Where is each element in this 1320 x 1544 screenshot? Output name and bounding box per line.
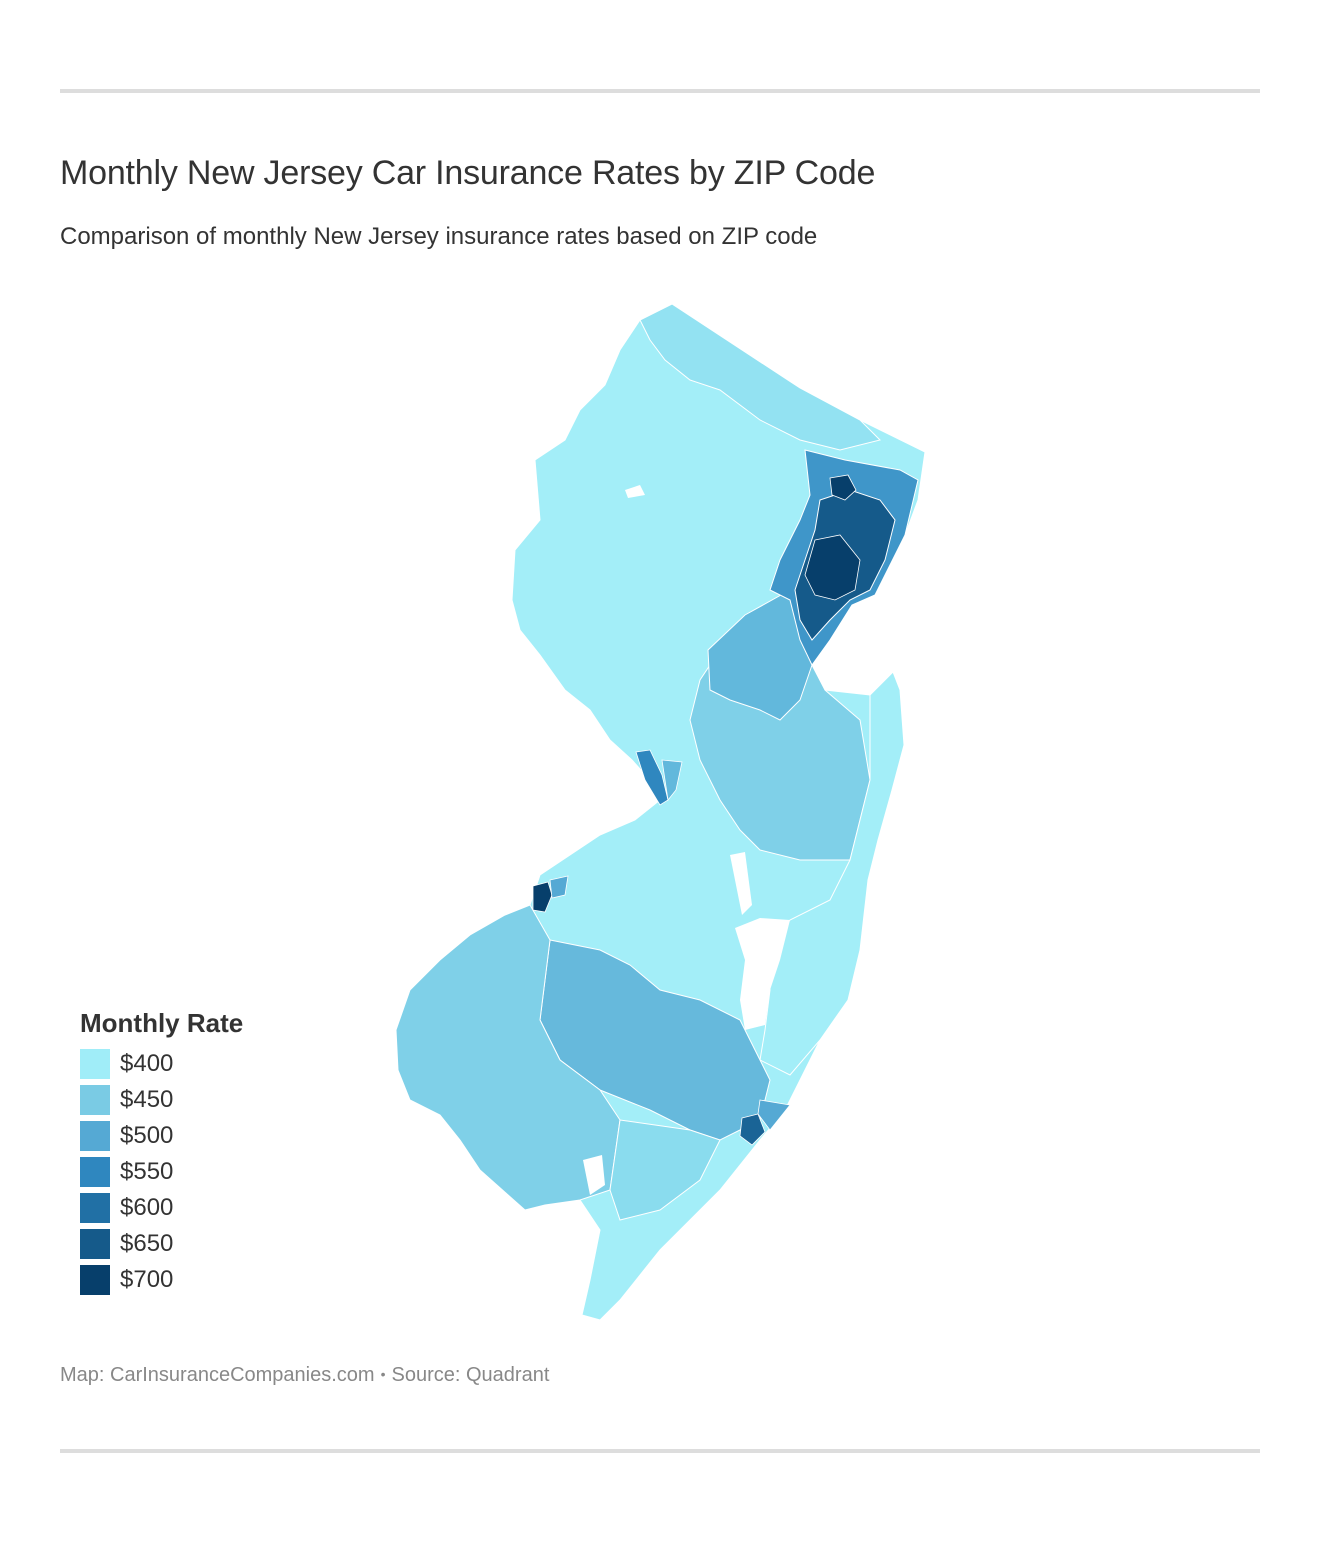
chart-footer: Map: CarInsuranceCompanies.com • Source: Q… bbox=[60, 1364, 549, 1387]
legend-swatch bbox=[80, 1229, 110, 1259]
legend-swatch bbox=[80, 1193, 110, 1223]
map-region-camden[interactable] bbox=[532, 881, 553, 913]
chart-title: Monthly New Jersey Car Insurance Rates b… bbox=[60, 154, 876, 192]
water-south bbox=[583, 1155, 605, 1195]
legend-title: Monthly Rate bbox=[80, 1008, 244, 1038]
legend-label: $450 bbox=[120, 1086, 174, 1113]
map-region-north[interactable] bbox=[639, 303, 881, 451]
footer-separator: • bbox=[380, 1366, 386, 1382]
legend-item-450: $450 bbox=[80, 1085, 243, 1115]
legend-item-600: $600 bbox=[80, 1193, 243, 1223]
top-divider bbox=[60, 89, 1260, 93]
legend-label: $500 bbox=[120, 1122, 174, 1149]
legend-swatch bbox=[80, 1085, 110, 1115]
legend-item-550: $550 bbox=[80, 1157, 243, 1187]
legend-item-650: $650 bbox=[80, 1229, 243, 1259]
source-credit: Source: Quadrant bbox=[391, 1364, 550, 1386]
map-legend: Monthly Rate $400 $450 $500 $550 $600 $6… bbox=[80, 1008, 243, 1301]
legend-item-500: $500 bbox=[80, 1121, 243, 1151]
legend-label: $550 bbox=[120, 1158, 174, 1185]
map-region-paterson-core[interactable] bbox=[829, 474, 857, 501]
map-region-trenton-edge[interactable] bbox=[661, 759, 683, 801]
map-region-shore[interactable] bbox=[759, 671, 905, 1076]
map-region-camden-edge[interactable] bbox=[549, 875, 569, 899]
nj-choropleth-map bbox=[380, 290, 940, 1330]
water-raritan bbox=[730, 852, 752, 915]
legend-swatch bbox=[80, 1121, 110, 1151]
water-north bbox=[625, 485, 645, 498]
legend-item-400: $400 bbox=[80, 1049, 243, 1079]
legend-label: $400 bbox=[120, 1050, 174, 1077]
legend-label: $700 bbox=[120, 1266, 174, 1293]
map-credit: Map: CarInsuranceCompanies.com bbox=[60, 1364, 375, 1386]
legend-item-700: $700 bbox=[80, 1265, 243, 1295]
map-region-newark-core[interactable] bbox=[804, 534, 861, 601]
bottom-divider bbox=[60, 1449, 1260, 1453]
legend-label: $650 bbox=[120, 1230, 174, 1257]
map-region-atlantic[interactable] bbox=[609, 1119, 721, 1221]
map-region-atlantic-city-edge[interactable] bbox=[757, 1099, 791, 1131]
map-region-atlantic-city[interactable] bbox=[739, 1113, 766, 1146]
legend-swatch bbox=[80, 1049, 110, 1079]
legend-swatch bbox=[80, 1265, 110, 1295]
legend-swatch bbox=[80, 1157, 110, 1187]
legend-label: $600 bbox=[120, 1194, 174, 1221]
chart-subtitle: Comparison of monthly New Jersey insuran… bbox=[60, 223, 818, 250]
water-barnegat bbox=[735, 918, 790, 1030]
